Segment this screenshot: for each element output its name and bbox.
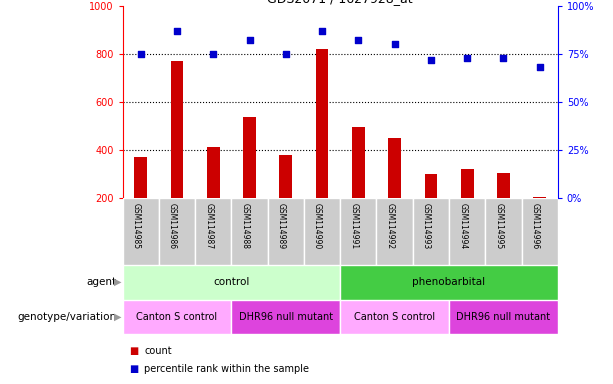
Bar — [170, 61, 183, 198]
Point — [535, 64, 544, 70]
Text: GSM114986: GSM114986 — [168, 203, 177, 249]
Bar — [376, 198, 413, 265]
Text: GSM114987: GSM114987 — [204, 203, 213, 249]
Text: percentile rank within the sample: percentile rank within the sample — [144, 364, 309, 374]
Bar — [123, 265, 340, 300]
Text: GSM114991: GSM114991 — [349, 203, 359, 249]
Bar — [123, 300, 231, 334]
Text: phenobarbital: phenobarbital — [413, 277, 485, 287]
Point — [281, 51, 291, 57]
Text: GSM114985: GSM114985 — [132, 203, 141, 249]
Point — [136, 51, 146, 57]
Point — [208, 51, 218, 57]
Text: ▶: ▶ — [114, 312, 121, 322]
Text: count: count — [144, 346, 172, 356]
Point — [426, 56, 436, 63]
Bar — [280, 155, 292, 198]
Point — [462, 55, 472, 61]
Bar — [522, 198, 558, 265]
Bar — [304, 198, 340, 265]
Text: GSM114989: GSM114989 — [277, 203, 286, 249]
Text: GSM114992: GSM114992 — [386, 203, 395, 249]
Point — [317, 28, 327, 34]
Bar — [340, 300, 449, 334]
Text: GSM114994: GSM114994 — [458, 203, 467, 249]
Point — [498, 55, 508, 61]
Bar — [533, 197, 546, 198]
Point — [245, 37, 254, 43]
Text: ▶: ▶ — [114, 277, 121, 287]
Bar — [425, 174, 437, 198]
Bar — [340, 198, 376, 265]
Text: ■: ■ — [129, 364, 138, 374]
Bar — [413, 198, 449, 265]
Point — [172, 28, 182, 34]
Text: GSM114995: GSM114995 — [495, 203, 503, 249]
Text: agent: agent — [86, 277, 116, 287]
Text: GSM114988: GSM114988 — [240, 203, 249, 249]
Text: Canton S control: Canton S control — [354, 312, 435, 322]
Text: GSM114996: GSM114996 — [531, 203, 539, 249]
Text: DHR96 null mutant: DHR96 null mutant — [456, 312, 550, 322]
Text: ■: ■ — [129, 346, 138, 356]
Bar — [449, 198, 485, 265]
Bar — [449, 300, 558, 334]
Bar — [207, 147, 219, 198]
Bar — [243, 118, 256, 198]
Bar — [231, 300, 340, 334]
Text: control: control — [213, 277, 249, 287]
Bar — [388, 138, 401, 198]
Text: Canton S control: Canton S control — [137, 312, 218, 322]
Bar — [340, 265, 558, 300]
Bar — [195, 198, 231, 265]
Point — [354, 37, 364, 43]
Title: GDS2071 / 1627928_at: GDS2071 / 1627928_at — [267, 0, 413, 5]
Bar — [159, 198, 195, 265]
Text: genotype/variation: genotype/variation — [17, 312, 116, 322]
Text: GSM114990: GSM114990 — [313, 203, 322, 249]
Bar — [231, 198, 268, 265]
Bar — [485, 198, 522, 265]
Text: GSM114993: GSM114993 — [422, 203, 431, 249]
Text: DHR96 null mutant: DHR96 null mutant — [238, 312, 333, 322]
Bar — [134, 157, 147, 198]
Bar — [123, 198, 159, 265]
Bar — [268, 198, 304, 265]
Bar — [461, 169, 473, 198]
Bar — [352, 127, 365, 198]
Bar — [497, 172, 510, 198]
Point — [390, 41, 400, 47]
Bar — [316, 49, 329, 198]
